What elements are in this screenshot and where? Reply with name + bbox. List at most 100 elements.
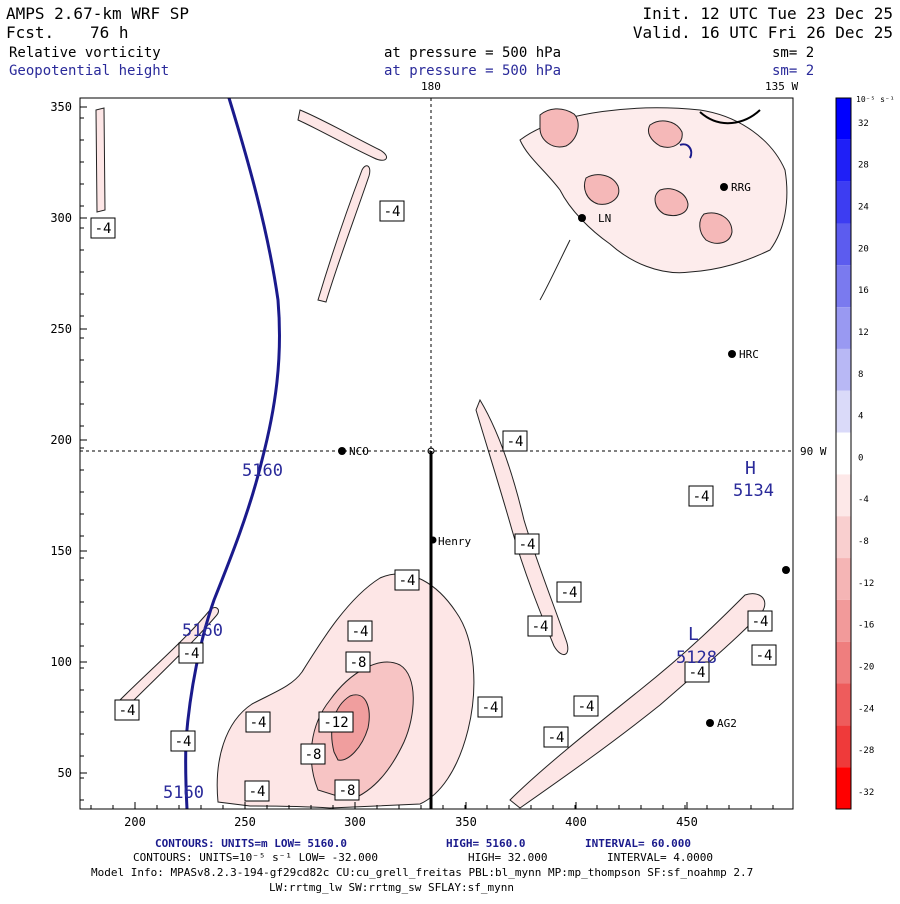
y-tick-label: 50: [58, 766, 72, 780]
vorticity-label: -4: [477, 696, 503, 718]
colorbar-label: -12: [858, 579, 874, 589]
vort-streak-1: [317, 165, 371, 303]
vorticity-label-box: [514, 533, 540, 555]
vorticity-label: -4: [244, 780, 270, 802]
colorbar-cell: [836, 265, 851, 308]
station-henry: Henry: [429, 535, 471, 548]
vorticity-label-text: -4: [250, 715, 267, 731]
map-frame: [79, 97, 794, 810]
vorticity-label-box: [245, 711, 271, 733]
vorticity-label: -4: [688, 485, 714, 507]
vorticity-label-text: -4: [95, 221, 112, 237]
vorticity-label-box: [688, 485, 714, 507]
vorticity-label: -4: [90, 217, 116, 239]
vorticity-label-box: [556, 581, 582, 603]
station-label: LN: [598, 212, 611, 225]
colorbar-cell: [836, 641, 851, 684]
y-axis: 350 300 250 200 150 100 50: [50, 100, 87, 801]
height-label: 5134: [733, 481, 774, 501]
vorticity-label-box: [543, 726, 569, 748]
x-tick-label: 350: [455, 815, 477, 829]
vorticity-label: -4: [379, 200, 405, 222]
vorticity-label-text: -4: [548, 730, 565, 746]
colorbar-label: 16: [858, 286, 869, 296]
station-marker: [429, 536, 437, 544]
colorbar-label: 0: [858, 453, 863, 463]
colorbar-cell: [836, 474, 851, 517]
vorticity-label: -4: [527, 615, 553, 637]
vort-band-central-east: [475, 398, 569, 655]
station-ln: LN: [578, 212, 611, 225]
vorticity-label: -4: [347, 620, 373, 642]
colorbar-labels: 32 28 24 20 16 12 8 4 0 -4 -8 -12 -16 -20 -24 -28 -32: [858, 119, 874, 798]
colorbar-label: 4: [858, 412, 863, 422]
vorticity-label-text: -4: [119, 703, 136, 719]
vorticity-label-text: -4: [384, 204, 401, 220]
transect-origin-marker: [427, 447, 435, 455]
station-label: NCO: [349, 445, 369, 458]
vorticity-label-text: -4: [578, 699, 595, 715]
vort-streak-3: [95, 107, 106, 213]
vort-pos-contour-ne: [679, 143, 693, 159]
vorticity-label-text: -4: [752, 614, 769, 630]
field2-smoothing: sm= 2: [772, 63, 814, 79]
colorbar-label: -28: [858, 746, 874, 756]
vort-cell-ne-5: [647, 120, 683, 148]
forecast-label: Fcst.: [6, 23, 54, 42]
y-tick-label: 100: [50, 655, 72, 669]
meridian-label-135w: 135 W: [765, 80, 798, 93]
colorbar-label: 8: [858, 370, 863, 380]
vorticity-label-text: -8: [305, 747, 322, 763]
station-nco: NCO: [338, 445, 369, 458]
vorticity-shading: [95, 107, 788, 809]
vorticity-label-text: -8: [350, 655, 367, 671]
vorticity-label-text: -8: [339, 783, 356, 799]
field1-smoothing: sm= 2: [772, 45, 814, 61]
vorticity-label: -4: [751, 644, 777, 666]
meridian-label-180: 180: [421, 80, 441, 93]
vorticity-label-box: [244, 780, 270, 802]
colorbar-cells: [836, 98, 851, 809]
vorticity-label: -4: [556, 581, 582, 603]
height-label: 5160: [163, 783, 204, 803]
vort-cell-ne-3: [654, 188, 689, 217]
vorticity-label-box: [502, 430, 528, 452]
vorticity-label-text: -4: [175, 734, 192, 750]
vorticity-label-text: -4: [689, 665, 706, 681]
colorbar-cell: [836, 725, 851, 768]
colorbar-cell: [836, 767, 851, 809]
y-tick-label: 250: [50, 322, 72, 336]
vorticity-label-text: -4: [507, 434, 524, 450]
vorticity-label-box: [300, 743, 326, 765]
vorticity-label-text: -4: [249, 784, 266, 800]
vorticity-label-box: [527, 615, 553, 637]
vorticity-label-box: [347, 620, 373, 642]
vorticity-label-box: [684, 661, 710, 683]
init-time: Init. 12 UTC Tue 23 Dec 25: [643, 4, 893, 23]
vorticity-label-box: [114, 699, 140, 721]
vorticity-label: -8: [334, 779, 360, 801]
vorticity-label-text: -4: [352, 624, 369, 640]
y-tick-label: 200: [50, 433, 72, 447]
colorbar-label: 28: [858, 161, 869, 171]
vort-cell-ne-2: [584, 174, 620, 205]
station-marker: [578, 214, 586, 222]
station-ag2: AG2: [706, 717, 737, 730]
station-label: HRC: [739, 348, 759, 361]
footer-vorticity-high: HIGH= 32.000: [468, 851, 547, 864]
vorticity-label: -4: [170, 730, 196, 752]
vorticity-label: -4: [747, 610, 773, 632]
colorbar: 10⁻⁵ s⁻¹ 32 28 24 20 16 12 8 4 0 -4 -8 -12 -16 -20 -24…: [835, 95, 895, 810]
colorbar-cell: [836, 390, 851, 433]
colorbar-cell: [836, 348, 851, 391]
station-marker-edge: [782, 566, 790, 574]
vorticity-label-text: -4: [482, 700, 499, 716]
station-marker: [720, 183, 728, 191]
footer-height-high: HIGH= 5160.0: [446, 837, 525, 850]
footer-model-info-2: LW:rrtmg_lw SW:rrtmg_sw SFLAY:sf_mynn: [269, 881, 514, 894]
x-tick-label: 200: [124, 815, 146, 829]
colorbar-label: 12: [858, 328, 869, 338]
vort-cell-ne-1: [539, 108, 579, 148]
vorticity-label-box: [379, 200, 405, 222]
vorticity-label-box: [334, 779, 360, 801]
